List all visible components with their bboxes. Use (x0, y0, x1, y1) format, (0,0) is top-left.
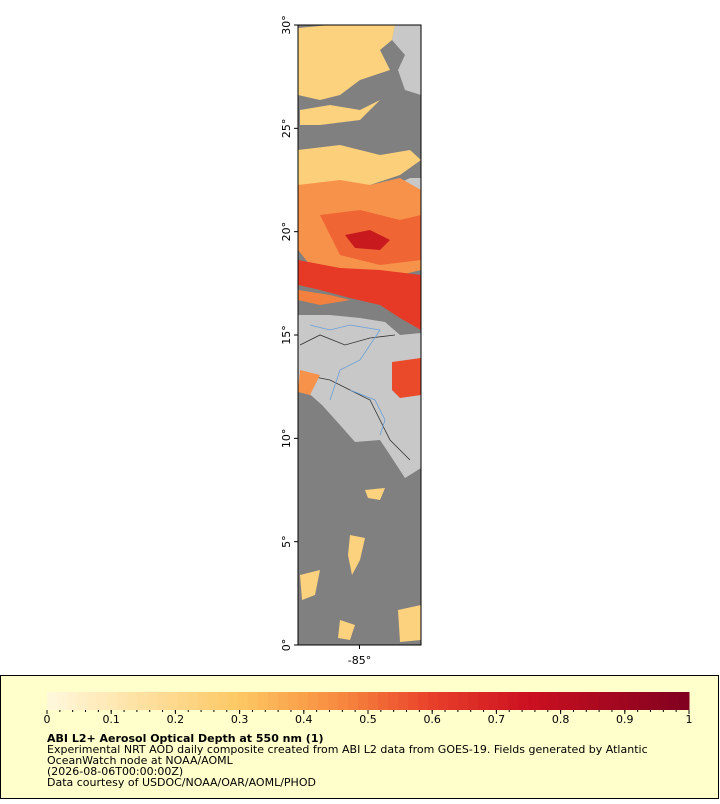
colorbar-tick-label: 0.7 (488, 713, 506, 726)
colorbar-tick-label: 0.9 (616, 713, 634, 726)
colorbar-step (107, 692, 118, 710)
colorbar-step (498, 692, 509, 710)
colorbar-step (528, 692, 540, 710)
colorbar-step (337, 692, 349, 710)
y-tick-label: 5° (280, 535, 293, 548)
colorbar-step (237, 692, 249, 710)
x-tick-label: -85° (348, 654, 371, 667)
y-tick-label: 25° (280, 119, 293, 139)
colorbar-step (227, 692, 239, 710)
y-tick-label: 15° (280, 325, 293, 345)
colorbar-step (568, 692, 580, 710)
colorbar-step (97, 692, 108, 710)
colorbar-step (117, 692, 128, 710)
colorbar-step (357, 692, 369, 710)
legend-line: Experimental NRT AOD daily composite cre… (47, 743, 648, 756)
legend-title: ABI L2+ Aerosol Optical Depth at 550 nm … (47, 732, 324, 745)
colorbar-step (428, 692, 439, 710)
colorbar-step (618, 692, 630, 710)
colorbar-step (177, 692, 188, 710)
colorbar-step (468, 692, 479, 710)
colorbar-step (518, 692, 529, 710)
legend-line: OceanWatch node at NOAA/AOML (47, 754, 234, 767)
colorbar-step (558, 692, 570, 710)
colorbar-step (658, 692, 670, 710)
colorbar-step (448, 692, 459, 710)
colorbar-step (267, 692, 279, 710)
colorbar-step (257, 692, 269, 710)
colorbar-step (67, 692, 78, 710)
colorbar-step (197, 692, 208, 710)
colorbar-step (307, 692, 319, 710)
colorbar-step (47, 692, 58, 710)
colorbar-step (648, 692, 660, 710)
colorbar-step (398, 692, 409, 710)
colorbar-step (538, 692, 550, 710)
colorbar-step (287, 692, 299, 710)
colorbar-step (458, 692, 469, 710)
colorbar-step (438, 692, 449, 710)
colorbar-tick-label: 0.1 (102, 713, 120, 726)
colorbar-step (598, 692, 610, 710)
colorbar-step (327, 692, 339, 710)
colorbar-step (277, 692, 289, 710)
y-tick-label: 10° (280, 429, 293, 449)
colorbar-tick-label: 0.4 (295, 713, 313, 726)
colorbar-step (317, 692, 329, 710)
colorbar-tick-label: 0 (44, 713, 51, 726)
colorbar-step (137, 692, 148, 710)
colorbar-tick-label: 0.8 (552, 713, 570, 726)
colorbar-step (588, 692, 600, 710)
colorbar-step (508, 692, 519, 710)
colorbar-step (187, 692, 198, 710)
colorbar-step (408, 692, 419, 710)
colorbar-tick-label: 0.5 (359, 713, 377, 726)
colorbar-step (247, 692, 259, 710)
y-tick-label: 20° (280, 222, 293, 242)
y-tick-label: 0° (280, 639, 293, 652)
colorbar-step (217, 692, 229, 710)
map-image (298, 25, 421, 645)
colorbar-step (378, 692, 389, 710)
colorbar-step (668, 692, 680, 710)
colorbar-step (127, 692, 138, 710)
colorbar-tick-label: 0.6 (423, 713, 441, 726)
colorbar-step (478, 692, 489, 710)
y-tick-label: 30° (280, 15, 293, 35)
colorbar-step (488, 692, 499, 710)
colorbar-step (157, 692, 168, 710)
colorbar-step (628, 692, 640, 710)
legend-line: (2026-08-06T00:00:00Z) (47, 765, 183, 778)
colorbar-step (167, 692, 178, 710)
colorbar-tick-label: 1 (686, 713, 693, 726)
colorbar-step (57, 692, 68, 710)
colorbar-step (578, 692, 590, 710)
colorbar-step (297, 692, 309, 710)
colorbar-step (207, 692, 219, 710)
colorbar-step (418, 692, 429, 710)
colorbar-step (147, 692, 158, 710)
colorbar-step (548, 692, 560, 710)
colorbar-step (678, 692, 690, 710)
colorbar-step (638, 692, 650, 710)
colorbar-step (87, 692, 98, 710)
colorbar-step (347, 692, 359, 710)
colorbar-step (368, 692, 379, 710)
colorbar-step (608, 692, 620, 710)
colorbar-step (388, 692, 399, 710)
colorbar-tick-label: 0.2 (167, 713, 185, 726)
colorbar-tick-label: 0.3 (231, 713, 249, 726)
legend-line: Data courtesy of USDOC/NOAA/OAR/AOML/PHO… (47, 776, 316, 789)
colorbar-step (77, 692, 88, 710)
